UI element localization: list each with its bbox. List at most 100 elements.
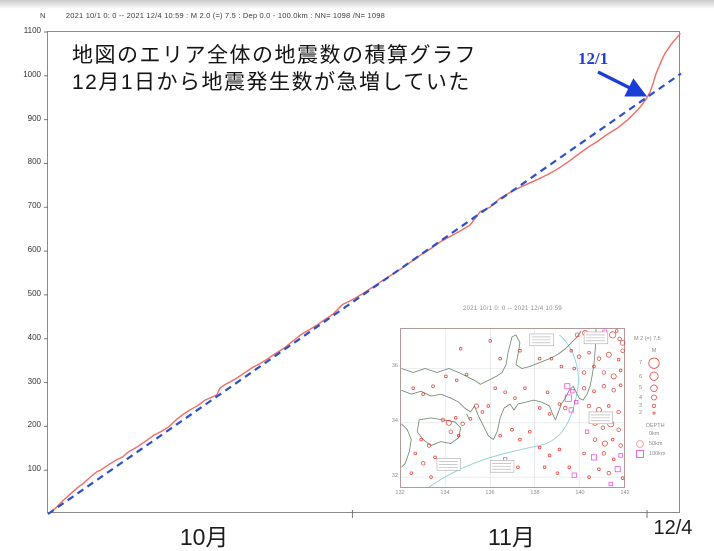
epicenter-circle bbox=[458, 347, 463, 351]
map-lon-label: 138 bbox=[530, 490, 540, 496]
epicenter-circle bbox=[574, 332, 580, 338]
epicenter-circle bbox=[567, 465, 572, 469]
map-legend-depth-section: DEPTH 0km 50km 100km bbox=[634, 423, 698, 459]
legend-magnitude-row: 6 bbox=[634, 370, 698, 382]
epicenter-circle bbox=[596, 356, 602, 361]
legend-depth-symbol bbox=[634, 439, 646, 449]
epicenter-circle bbox=[510, 427, 514, 432]
epicenter-circle bbox=[480, 410, 485, 414]
legend-magnitude-row: 5 bbox=[634, 383, 698, 394]
legend-magnitude-row: 4 bbox=[634, 393, 698, 402]
coastline bbox=[401, 330, 582, 385]
magnitude-circle-icon bbox=[648, 357, 660, 369]
coastline bbox=[416, 417, 462, 446]
epicenter-circle bbox=[503, 390, 507, 394]
epicenter-circle bbox=[498, 433, 502, 438]
epicenter-circle bbox=[592, 364, 596, 369]
y-tick-label: 700 bbox=[27, 201, 41, 211]
magnitude-circle-icon bbox=[652, 411, 656, 415]
legend-magnitude-row: 2 bbox=[634, 410, 698, 416]
epicenter-circle bbox=[557, 447, 562, 452]
epicenter-circle bbox=[537, 356, 542, 361]
map-legend-magnitude-header: M bbox=[651, 348, 657, 354]
epicenter-circle bbox=[618, 383, 623, 388]
chart-title-line2: 12月1日から地震発生数が急増していた bbox=[72, 71, 471, 94]
x-axis-label: 12/4 bbox=[653, 517, 693, 539]
legend-depth-row: 50km bbox=[634, 439, 698, 449]
epicenter-circle bbox=[563, 405, 568, 411]
epicenter-circle bbox=[617, 336, 622, 341]
epicenter-circle bbox=[616, 357, 621, 362]
legend-magnitude-value: 3 bbox=[638, 403, 642, 410]
epicenter-circle bbox=[460, 421, 465, 426]
epicenter-circle bbox=[620, 476, 625, 480]
map-lon-label: 142 bbox=[620, 490, 630, 496]
epicenter-circle bbox=[549, 356, 554, 361]
map-lon-label: 136 bbox=[485, 490, 495, 496]
epicenter-circle bbox=[611, 437, 615, 442]
epicenter-circle bbox=[488, 339, 493, 343]
legend-magnitude-value: 4 bbox=[638, 394, 642, 401]
epicenter-circle bbox=[518, 437, 522, 442]
legend-magnitude-symbol bbox=[652, 411, 656, 415]
epicenter-circle bbox=[537, 445, 542, 450]
epicenter-circle bbox=[440, 417, 446, 422]
legend-depth-row: 0km bbox=[634, 429, 698, 439]
epicenter-circle bbox=[429, 475, 433, 479]
magnitude-circle-icon bbox=[650, 384, 658, 392]
epicenter-circle bbox=[413, 451, 417, 456]
epicenter-circle bbox=[605, 351, 612, 358]
epicenter-square bbox=[574, 399, 579, 405]
epicenter-circle bbox=[559, 364, 564, 369]
epicenter-circle bbox=[516, 465, 520, 469]
epicenter-square bbox=[568, 407, 574, 413]
epicenter-circle bbox=[616, 409, 621, 415]
epicenter-circle bbox=[601, 370, 606, 375]
epicenter-circle bbox=[581, 370, 587, 375]
legend-depth-header: DEPTH bbox=[646, 423, 665, 430]
epicenter-circle bbox=[444, 374, 448, 379]
legend-magnitude-symbol bbox=[651, 395, 657, 401]
epicenter-circle bbox=[616, 427, 621, 432]
linear-reference-line bbox=[47, 72, 682, 515]
magnitude-circle-icon bbox=[649, 372, 659, 382]
epicenter-circle bbox=[592, 437, 598, 442]
epicenter-circle bbox=[421, 392, 425, 396]
epicenter-circle bbox=[601, 451, 606, 456]
epicenter-circle bbox=[537, 406, 542, 410]
legend-depth-symbol bbox=[634, 449, 646, 459]
epicenter-circle bbox=[614, 329, 619, 333]
cumulative-chart-plot bbox=[44, 31, 682, 518]
epicenter-circle bbox=[582, 451, 586, 456]
epicenter-square bbox=[584, 429, 590, 434]
legend-depth-label: 100km bbox=[649, 451, 666, 458]
epicenter-circle bbox=[618, 368, 623, 373]
cumulative-chart-canvas bbox=[44, 31, 682, 518]
epicenter-circle bbox=[601, 384, 606, 389]
epicenter-circle bbox=[456, 433, 461, 438]
legend-magnitude-value: 2 bbox=[638, 410, 642, 417]
epicenter-circle bbox=[572, 366, 576, 371]
epicenter-circle bbox=[464, 372, 469, 377]
y-tick-label: 300 bbox=[27, 376, 41, 386]
epicenter-square bbox=[614, 466, 621, 473]
map-lat-label: 36 bbox=[391, 363, 398, 369]
epicenter-circle bbox=[577, 354, 582, 359]
epicenter-circle bbox=[555, 471, 560, 475]
epicenter-circle bbox=[587, 350, 591, 355]
legend-depth-label: 50km bbox=[649, 441, 663, 448]
epicenter-circle bbox=[421, 461, 426, 466]
epicenter-circle bbox=[486, 404, 491, 408]
epicenter-circle bbox=[587, 475, 591, 479]
epicenter-square bbox=[608, 481, 613, 487]
epicenter-circle bbox=[513, 396, 517, 400]
epicenter-circle bbox=[419, 437, 423, 442]
square-depth-icon bbox=[636, 450, 644, 459]
epicenter-circle bbox=[445, 419, 452, 426]
epicenter-circle bbox=[600, 425, 605, 430]
epicenter-circle bbox=[547, 453, 552, 458]
epicenter-circle bbox=[454, 378, 459, 383]
event-date-annotation: 12/1 bbox=[578, 49, 609, 68]
map-inset-title: 2021 10/1 0: 0 -- 2021 12/4 10:59 bbox=[463, 306, 562, 312]
